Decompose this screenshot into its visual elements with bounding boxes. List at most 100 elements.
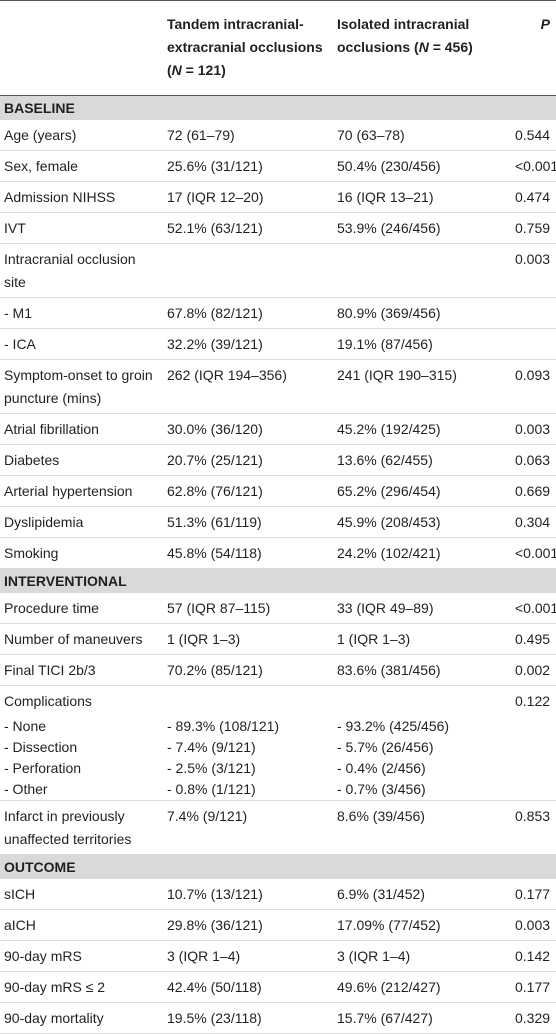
- table-cell: 0.122: [515, 693, 551, 709]
- table-cell: 0.474: [515, 189, 551, 205]
- table-cell: 51.3% (61/119): [167, 514, 262, 530]
- table-cell: 19.1% (87/456): [337, 336, 433, 352]
- table-cell: 42.4% (50/118): [167, 979, 262, 995]
- table-row: - Perforation - 2.5% (3/121) - 0.4% (2/456…: [0, 758, 556, 779]
- table-cell: 62.8% (76/121): [167, 483, 263, 499]
- header-italic: N: [171, 62, 182, 78]
- table-cell: 25.6% (31/121): [167, 158, 263, 174]
- table-cell: 0.544: [515, 127, 551, 143]
- table-cell: 50.4% (230/456): [337, 158, 441, 174]
- table-cell: Atrial fibrillation: [4, 421, 99, 437]
- section-row: BASELINE: [0, 95, 556, 120]
- table-cell: 24.2% (102/421): [337, 545, 441, 561]
- table-cell: - ICA: [4, 336, 36, 352]
- table-cell: 17.09% (77/452): [337, 917, 441, 933]
- table-cell: [511, 329, 556, 360]
- table-row: 90-day mRS ≤ 2 42.4% (50/118) 49.6% (212/4…: [0, 972, 556, 1003]
- table-cell: 29.8% (36/121): [167, 917, 263, 933]
- table-cell: - 0.4% (2/456): [337, 760, 426, 776]
- table-cell: - 93.2% (425/456): [337, 718, 450, 734]
- table-cell: 65.2% (296/454): [337, 483, 441, 499]
- table-cell: Sex, female: [4, 158, 78, 174]
- section-title: OUTCOME: [0, 854, 556, 879]
- table-row: - None - 89.3% (108/121) - 93.2% (425/456): [0, 716, 556, 737]
- table-cell: [333, 244, 511, 298]
- table-cell: 0.759: [515, 220, 551, 236]
- table-cell: 19.5% (23/118): [167, 1010, 262, 1026]
- table-cell: 0.329: [515, 1010, 551, 1026]
- table-cell: 90-day mortality: [4, 1010, 104, 1026]
- table-cell: 45.8% (54/118): [167, 545, 262, 561]
- table-cell: <0.001: [515, 545, 556, 561]
- table-cell: 67.8% (82/121): [167, 305, 263, 321]
- table-cell: <0.001: [515, 600, 556, 616]
- table-row: - ICA 32.2% (39/121) 19.1% (87/456): [0, 329, 556, 360]
- table-cell: 16 (IQR 13–21): [337, 189, 434, 205]
- section-title: BASELINE: [0, 95, 556, 120]
- table-cell: 262 (IQR 194–356): [167, 367, 287, 383]
- table-row: sICH 10.7% (13/121) 6.9% (31/452) 0.177: [0, 879, 556, 910]
- table-row: Dyslipidemia 51.3% (61/119) 45.9% (208/453…: [0, 507, 556, 538]
- table-cell: 0.177: [515, 979, 551, 995]
- table-row: IVT 52.1% (63/121) 53.9% (246/456) 0.759: [0, 213, 556, 244]
- table-cell: - 7.4% (9/121): [167, 739, 256, 755]
- table-cell: [511, 737, 556, 758]
- table-cell: 45.2% (192/425): [337, 421, 441, 437]
- table-row: Age (years) 72 (61–79) 70 (63–78) 0.544: [0, 120, 556, 151]
- header-cell: Isolated intracranial occlusions (N = 45…: [333, 1, 511, 96]
- table-row: Complications 0.122: [0, 686, 556, 717]
- table-row: Atrial fibrillation 30.0% (36/120) 45.2% (…: [0, 414, 556, 445]
- table-cell: 241 (IQR 190–315): [337, 367, 457, 383]
- table-cell: aICH: [4, 917, 36, 933]
- table-cell: Arterial hypertension: [4, 483, 133, 499]
- table-cell: 3 (IQR 1–4): [337, 948, 411, 964]
- table-row: Number of maneuvers 1 (IQR 1–3) 1 (IQR 1–3…: [0, 624, 556, 655]
- table-cell: 32.2% (39/121): [167, 336, 263, 352]
- table-cell: 6.9% (31/452): [337, 886, 425, 902]
- header-cell: Tandem intracranial-extracranial occlusi…: [163, 1, 333, 96]
- table-cell: 72 (61–79): [167, 127, 235, 143]
- table-cell: [511, 298, 556, 329]
- table-cell: 70.2% (85/121): [167, 662, 263, 678]
- table-cell: 53.9% (246/456): [337, 220, 441, 236]
- table-row: - Dissection - 7.4% (9/121) - 5.7% (26/456…: [0, 737, 556, 758]
- table-cell: Dyslipidemia: [4, 514, 84, 530]
- header-text: Tandem intracranial-extracranial occlusi…: [167, 16, 323, 78]
- section-title: INTERVENTIONAL: [0, 568, 556, 593]
- table-row: - M1 67.8% (82/121) 80.9% (369/456): [0, 298, 556, 329]
- table-cell: IVT: [4, 220, 26, 236]
- section-row: OUTCOME: [0, 854, 556, 879]
- table-row: Procedure time 57 (IQR 87–115) 33 (IQR 49–…: [0, 593, 556, 624]
- table-cell: - M1: [4, 305, 32, 321]
- table-cell: 0.063: [515, 452, 551, 468]
- header-cell: P: [511, 1, 556, 96]
- table-cell: 57 (IQR 87–115): [167, 600, 271, 616]
- table-cell: 1 (IQR 1–3): [337, 631, 411, 647]
- table-cell: [163, 686, 333, 717]
- table-row: 90-day mRS 3 (IQR 1–4) 3 (IQR 1–4) 0.142: [0, 941, 556, 972]
- table-cell: 45.9% (208/453): [337, 514, 441, 530]
- table-row: Infarct in previously unaffected territo…: [0, 801, 556, 855]
- table-cell: 8.6% (39/456): [337, 808, 425, 824]
- table-cell: 0.093: [515, 367, 551, 383]
- table-cell: Smoking: [4, 545, 59, 561]
- table-cell: 0.002: [515, 662, 551, 678]
- table-row: Intracranial occlusion site 0.003: [0, 244, 556, 298]
- table-cell: - Perforation: [4, 760, 82, 776]
- table-cell: - 0.7% (3/456): [337, 781, 426, 797]
- table-cell: 1 (IQR 1–3): [167, 631, 241, 647]
- table-cell: 90-day mRS ≤ 2: [4, 979, 106, 995]
- table-header: Tandem intracranial-extracranial occlusi…: [0, 1, 556, 96]
- table-cell: - Other: [4, 781, 48, 797]
- header-text: = 456): [428, 39, 473, 55]
- table-row: Admission NIHSS 17 (IQR 12–20) 16 (IQR 13–…: [0, 182, 556, 213]
- table-cell: 90-day mRS: [4, 948, 82, 964]
- table-cell: 80.9% (369/456): [337, 305, 441, 321]
- table-cell: Intracranial occlusion site: [4, 251, 136, 290]
- table-cell: Infarct in previously unaffected territo…: [4, 808, 132, 847]
- table-cell: 33 (IQR 49–89): [337, 600, 434, 616]
- table-cell: 0.495: [515, 631, 551, 647]
- table-cell: 15.7% (67/427): [337, 1010, 433, 1026]
